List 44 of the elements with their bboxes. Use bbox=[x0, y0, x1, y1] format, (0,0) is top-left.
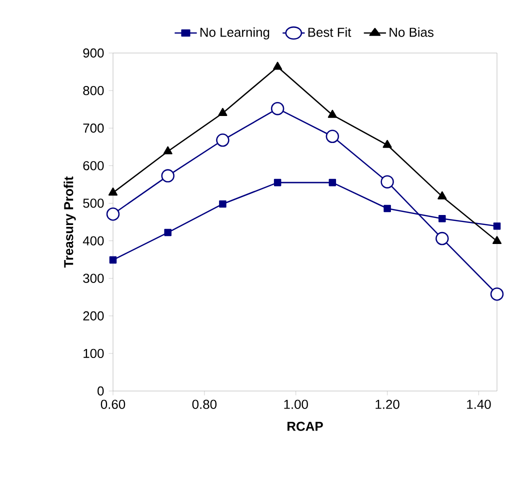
y-tick-label: 300 bbox=[83, 274, 104, 283]
x-tick-label: 0.80 bbox=[192, 400, 217, 409]
point bbox=[106, 207, 120, 221]
point bbox=[382, 140, 392, 148]
point bbox=[163, 146, 172, 154]
y-tick-label: 500 bbox=[83, 198, 104, 208]
point bbox=[218, 108, 228, 116]
point bbox=[384, 204, 391, 212]
point bbox=[108, 188, 118, 196]
point bbox=[109, 256, 117, 264]
point bbox=[274, 178, 282, 186]
x-axis-title: RCAP bbox=[288, 422, 323, 431]
x-tick-label: 0.60 bbox=[100, 400, 126, 409]
y-tick-label: 0 bbox=[98, 386, 104, 396]
y-tick-label: 100 bbox=[84, 348, 104, 358]
point bbox=[328, 110, 337, 118]
point bbox=[438, 214, 446, 222]
point bbox=[161, 169, 174, 182]
legend-label: Best Fit bbox=[308, 27, 352, 37]
point bbox=[270, 102, 284, 116]
y-tick-label: 800 bbox=[83, 86, 104, 96]
point bbox=[493, 222, 501, 230]
y-tick-label: 400 bbox=[82, 236, 104, 246]
x-tick-label: 1.40 bbox=[467, 400, 491, 409]
y-tick-label: 900 bbox=[83, 48, 104, 58]
point bbox=[328, 178, 336, 186]
point bbox=[490, 287, 504, 301]
legend-label: No Learning bbox=[200, 27, 270, 40]
x-tick-label: 1.20 bbox=[376, 400, 400, 409]
point bbox=[164, 228, 172, 236]
legend-label: No Bias bbox=[390, 27, 434, 37]
point bbox=[492, 236, 502, 244]
y-tick-label: 200 bbox=[83, 311, 104, 320]
x-tick-label: 1.00 bbox=[284, 400, 308, 409]
y-axis-title: Treasury Profit bbox=[64, 176, 76, 268]
point bbox=[438, 191, 447, 200]
point bbox=[273, 62, 282, 70]
point bbox=[216, 134, 230, 147]
y-tick-label: 700 bbox=[83, 124, 104, 133]
point bbox=[326, 130, 340, 144]
point bbox=[380, 175, 394, 188]
y-tick-label: 600 bbox=[83, 161, 104, 170]
point bbox=[436, 232, 449, 246]
point bbox=[219, 200, 226, 208]
